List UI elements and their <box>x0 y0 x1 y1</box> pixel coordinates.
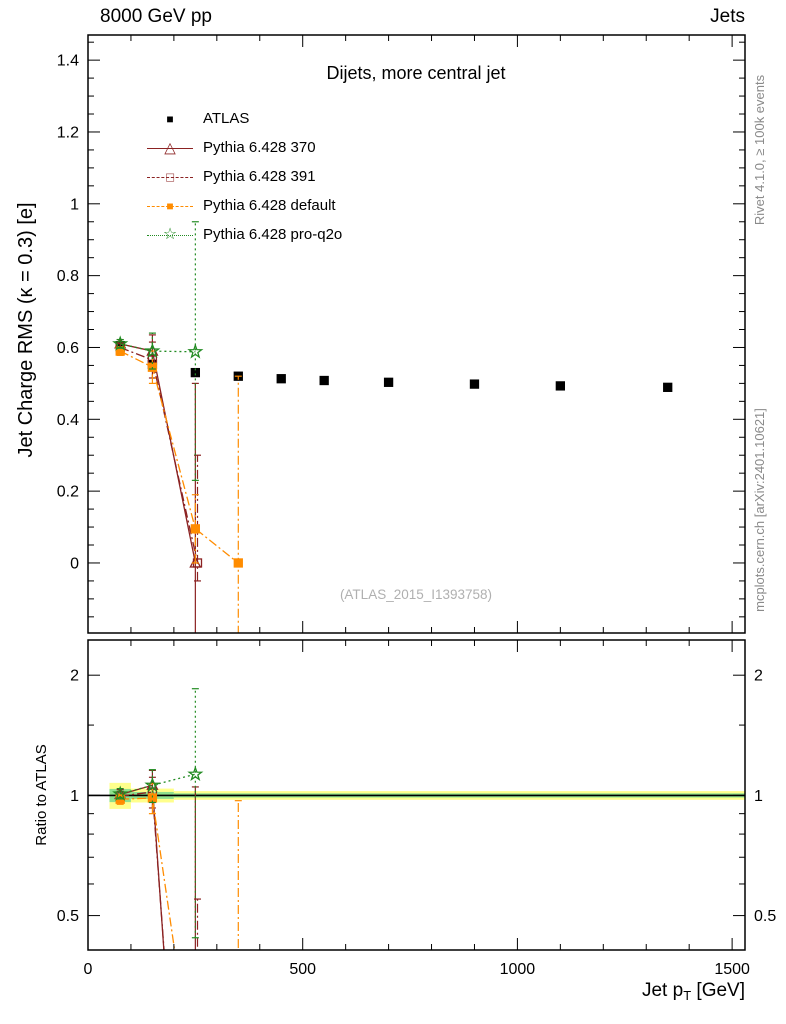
svg-text:2: 2 <box>70 668 79 685</box>
svg-text:0: 0 <box>70 555 79 572</box>
svg-text:1.4: 1.4 <box>57 53 79 70</box>
plot-title: Dijets, more central jet <box>326 63 505 83</box>
axes-and-ticks: 0 500 1000 1500 0 0.2 0.4 0.6 0.8 1 1.2 1.4 0.5 0.5 1 1… <box>57 34 776 978</box>
svg-text:1000: 1000 <box>500 961 536 978</box>
svg-text:0: 0 <box>84 961 93 978</box>
series-pythia-6-428-370-main <box>114 334 202 633</box>
svg-text:0.6: 0.6 <box>57 340 79 357</box>
x-axis-title: Jet pT [GeV] <box>642 980 745 1003</box>
series-pythia-6-428-pro-q2o-ratio <box>112 688 204 939</box>
svg-text:0.2: 0.2 <box>57 484 79 501</box>
svg-text:0.8: 0.8 <box>57 268 79 285</box>
svg-text:500: 500 <box>289 961 316 978</box>
series-pythia-6-428-pro-q2o-main <box>112 221 204 481</box>
mcplots-arxiv-label: mcplots.cern.ch [arXiv:2401.10621] <box>752 408 767 612</box>
svg-text:1.2: 1.2 <box>57 124 79 141</box>
analysis-group-label: Jets <box>710 6 745 27</box>
series-pythia-6-428-391-ratio <box>115 776 201 950</box>
ratio-y-axis-title: Ratio to ATLAS <box>33 744 50 845</box>
analysis-id-watermark: (ATLAS_2015_I1393758) <box>340 587 492 602</box>
series-pythia-6-428-default-ratio <box>115 783 242 950</box>
main-y-axis-title: Jet Charge RMS (κ = 0.3) [e] <box>15 202 37 457</box>
rivet-version-label: Rivet 4.1.0, ≥ 100k events <box>752 74 767 225</box>
svg-text:1500: 1500 <box>714 961 750 978</box>
beam-energy-label: 8000 GeV pp <box>100 6 212 27</box>
svg-text:0.5: 0.5 <box>57 908 79 925</box>
chart-layer: 0 500 1000 1500 0 0.2 0.4 0.6 0.8 1 1.2 1.4 0.5 0.5 1 1… <box>57 34 776 978</box>
svg-text:1: 1 <box>70 196 79 213</box>
svg-text:0.4: 0.4 <box>57 412 79 429</box>
svg-text:0.5: 0.5 <box>754 908 776 925</box>
svg-text:1: 1 <box>70 788 79 805</box>
svg-text:2: 2 <box>754 668 763 685</box>
series-pythia-6-428-391-main <box>115 341 203 582</box>
series-pythia-6-428-default-main <box>115 346 243 633</box>
svg-text:1: 1 <box>754 788 763 805</box>
